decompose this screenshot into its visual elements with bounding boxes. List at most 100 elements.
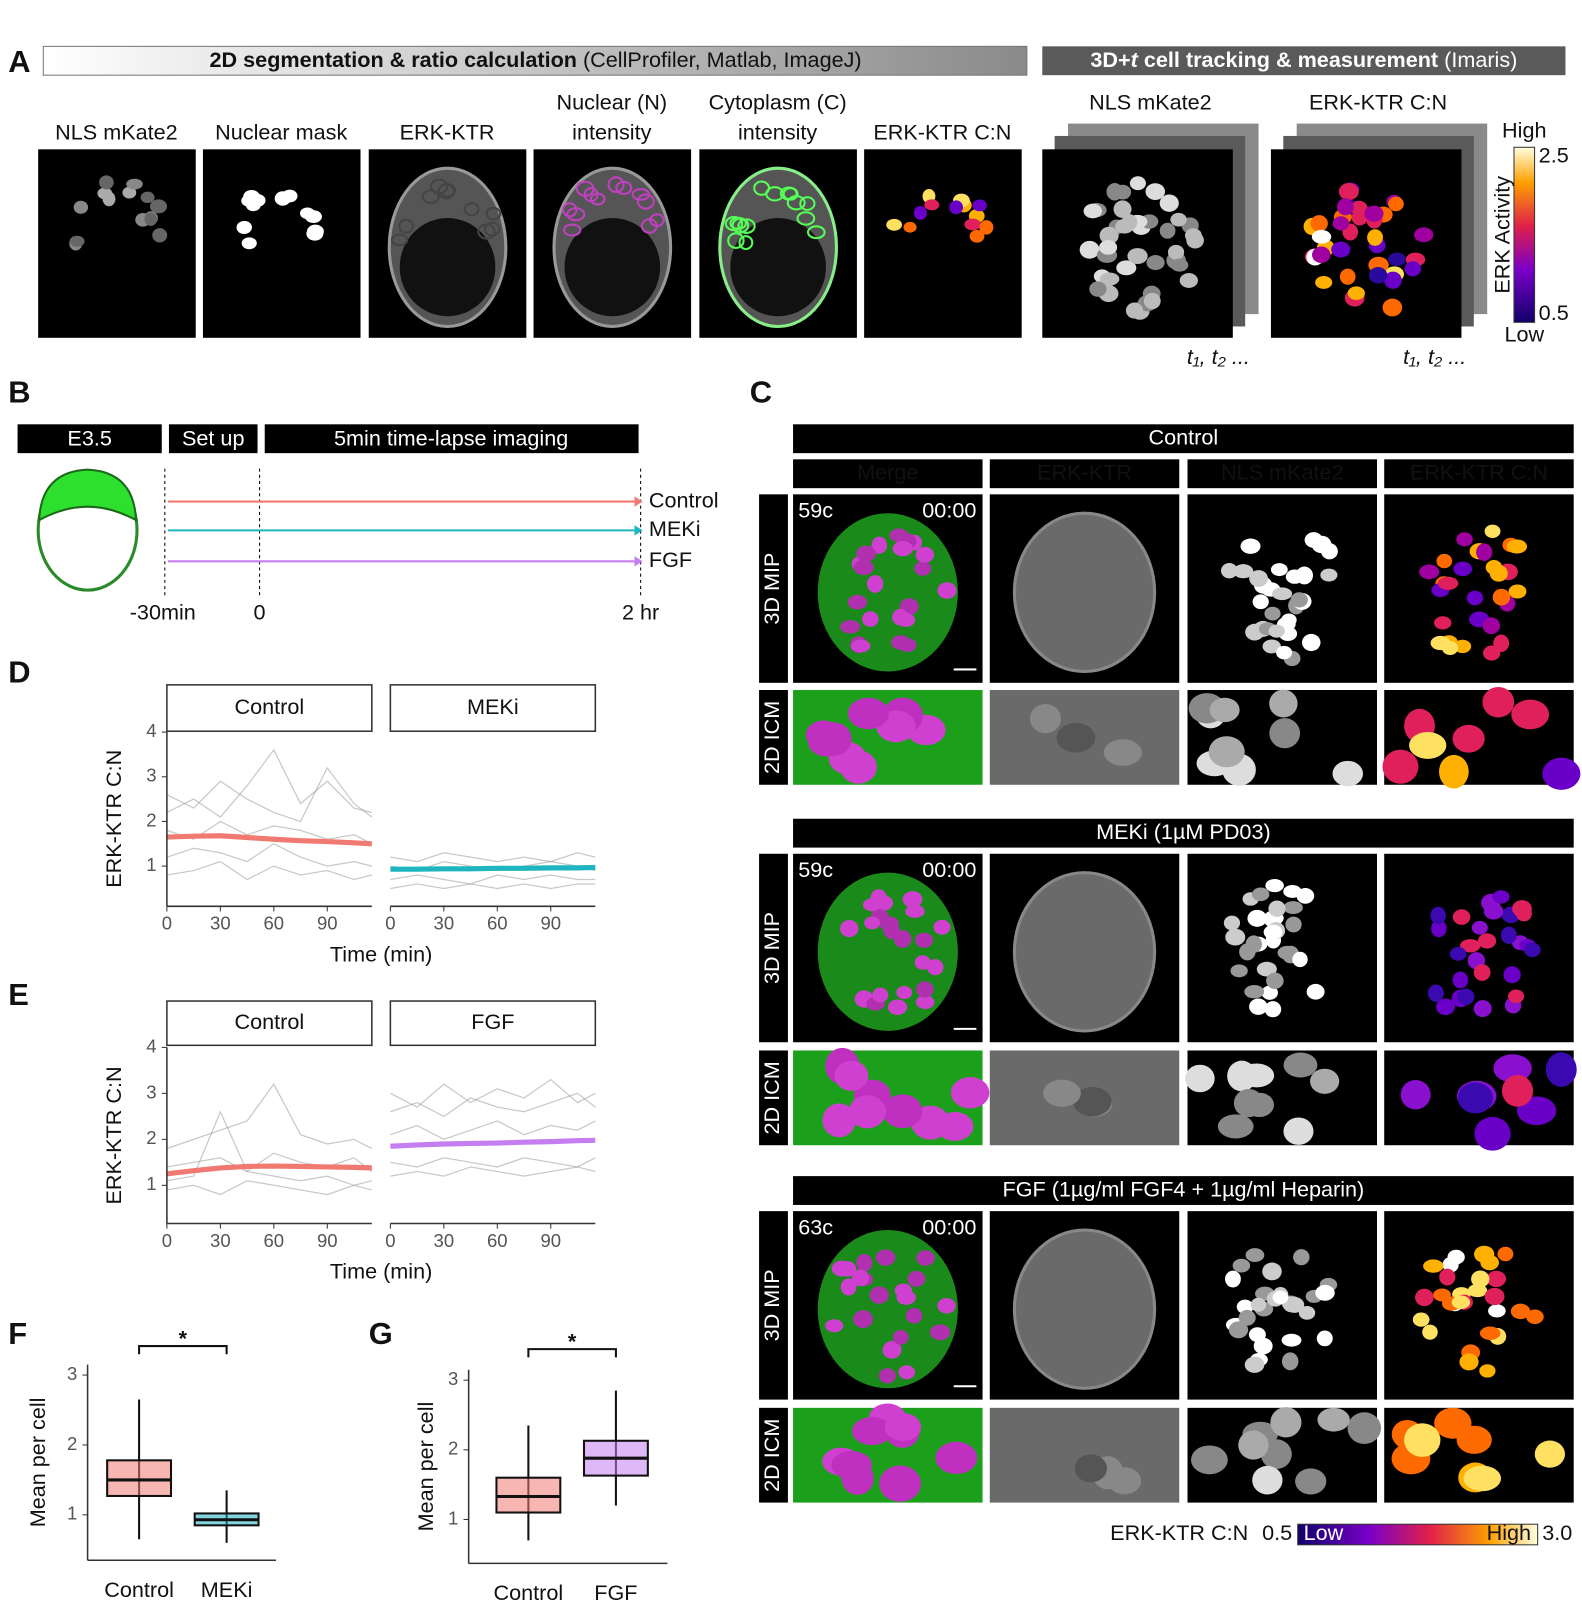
nucleus (1447, 1249, 1465, 1265)
row-label: 3D MIP (759, 912, 784, 984)
micrograph (38, 149, 196, 338)
nucleus (1146, 255, 1165, 271)
panel-letter: A (8, 44, 30, 79)
colorbar-title: ERK Activity (1489, 176, 1514, 294)
image-grid: Merge ERK-KTR NLS mKate2 ERK-KTR C:N Control… (759, 424, 1581, 1503)
facet-title: MEKi (467, 694, 519, 719)
nucleus (69, 235, 85, 247)
nucleus (1089, 281, 1107, 297)
nucleus (915, 995, 935, 1010)
stage-box (17, 424, 162, 454)
significance: * (179, 1326, 188, 1351)
nucleus (731, 217, 750, 234)
banner-normal: (CellProfiler, Matlab, ImageJ) (583, 46, 862, 71)
cell-trace (166, 1152, 373, 1173)
x-tick-label: Control (104, 1577, 174, 1602)
nucleus (299, 207, 315, 220)
banner-text: 3D+t cell tracking & measurement (Imaris… (1090, 46, 1517, 71)
nucleus (1185, 1064, 1215, 1093)
nucleus (562, 202, 578, 218)
nucleus (1099, 272, 1120, 286)
embryo (1012, 871, 1157, 1033)
nucleus (1388, 196, 1404, 212)
nucleus (1244, 984, 1265, 999)
x-tick-label: 60 (487, 1230, 508, 1251)
nucleus (822, 1103, 856, 1138)
nucleus (1127, 248, 1148, 264)
row-label: 2D ICM (759, 701, 784, 774)
panel-letter: G (369, 1316, 393, 1351)
nucleus (840, 1278, 857, 1296)
y-tick-label: 3 (448, 1368, 458, 1389)
group-title: MEKi (1µM PD03) (1096, 819, 1271, 844)
nucleus (1103, 739, 1142, 766)
nucleus (914, 561, 932, 576)
stage-label: E3.5 (67, 425, 111, 450)
x-tick-label: 30 (210, 913, 231, 934)
nucleus (853, 1310, 873, 1329)
nucleus (1285, 569, 1304, 584)
nucleus (1415, 1288, 1434, 1307)
mean-line (166, 1163, 372, 1177)
nucleus (737, 218, 756, 234)
nucleus (1400, 1079, 1431, 1110)
significance: * (568, 1329, 577, 1354)
cell-trace (166, 766, 373, 823)
nucleus (149, 199, 168, 214)
nucleus (1129, 176, 1146, 191)
nucleus (1125, 302, 1144, 319)
nucleus (1482, 686, 1515, 718)
nucleus (1116, 260, 1137, 276)
nucleus (887, 999, 908, 1015)
nucleus (1439, 1268, 1456, 1286)
nucleus (913, 205, 927, 220)
nucleus (485, 206, 502, 221)
cell-trace (166, 820, 373, 845)
group-banner (793, 818, 1574, 848)
colorbar-min: 0.5 (1539, 300, 1569, 325)
nucleus (950, 1077, 990, 1109)
nucleus (1431, 919, 1447, 938)
arrow-head (634, 556, 643, 567)
nucleus (1186, 232, 1204, 249)
row-header (759, 1211, 788, 1400)
significance-bracket (527, 1348, 617, 1358)
nucleus (1459, 1353, 1479, 1371)
nucleus (825, 1319, 844, 1333)
nucleus (1310, 215, 1328, 232)
nucleus (1476, 543, 1493, 561)
nucleus (1347, 286, 1365, 301)
nucleus (1512, 900, 1532, 918)
colorbar-high: High (1502, 118, 1546, 143)
micrograph (1187, 1050, 1378, 1146)
nucleus (1238, 1430, 1269, 1460)
nucleus (1225, 1270, 1241, 1288)
nucleus (1238, 1309, 1256, 1326)
nucleus (1422, 1324, 1438, 1340)
nucleus (1526, 1309, 1544, 1325)
nucleus (1453, 561, 1473, 577)
x-tick-label: 60 (487, 913, 508, 934)
nucleus (1486, 1270, 1507, 1288)
nucleus (902, 891, 923, 908)
nucleus (1281, 1333, 1302, 1347)
nucleus (882, 1094, 923, 1129)
nucleus (1256, 961, 1277, 977)
nucleus (1083, 203, 1103, 219)
nucleus (936, 1111, 974, 1141)
nucleus (1332, 216, 1350, 231)
nucleus (306, 224, 324, 239)
panel-letter: B (8, 375, 30, 410)
nucleus (1482, 617, 1501, 635)
nucleus (1264, 606, 1281, 621)
panel-letter: C (750, 375, 772, 410)
y-tick-label: 4 (146, 720, 156, 741)
column-header (793, 459, 983, 489)
nucleus (1471, 1270, 1490, 1288)
group-title: Control (1149, 424, 1219, 449)
image-label: ERK-KTR (400, 120, 495, 145)
nucleus (915, 546, 935, 563)
image-label: Cytoplasm (C) (709, 90, 847, 115)
row-label: 3D MIP (759, 553, 784, 625)
